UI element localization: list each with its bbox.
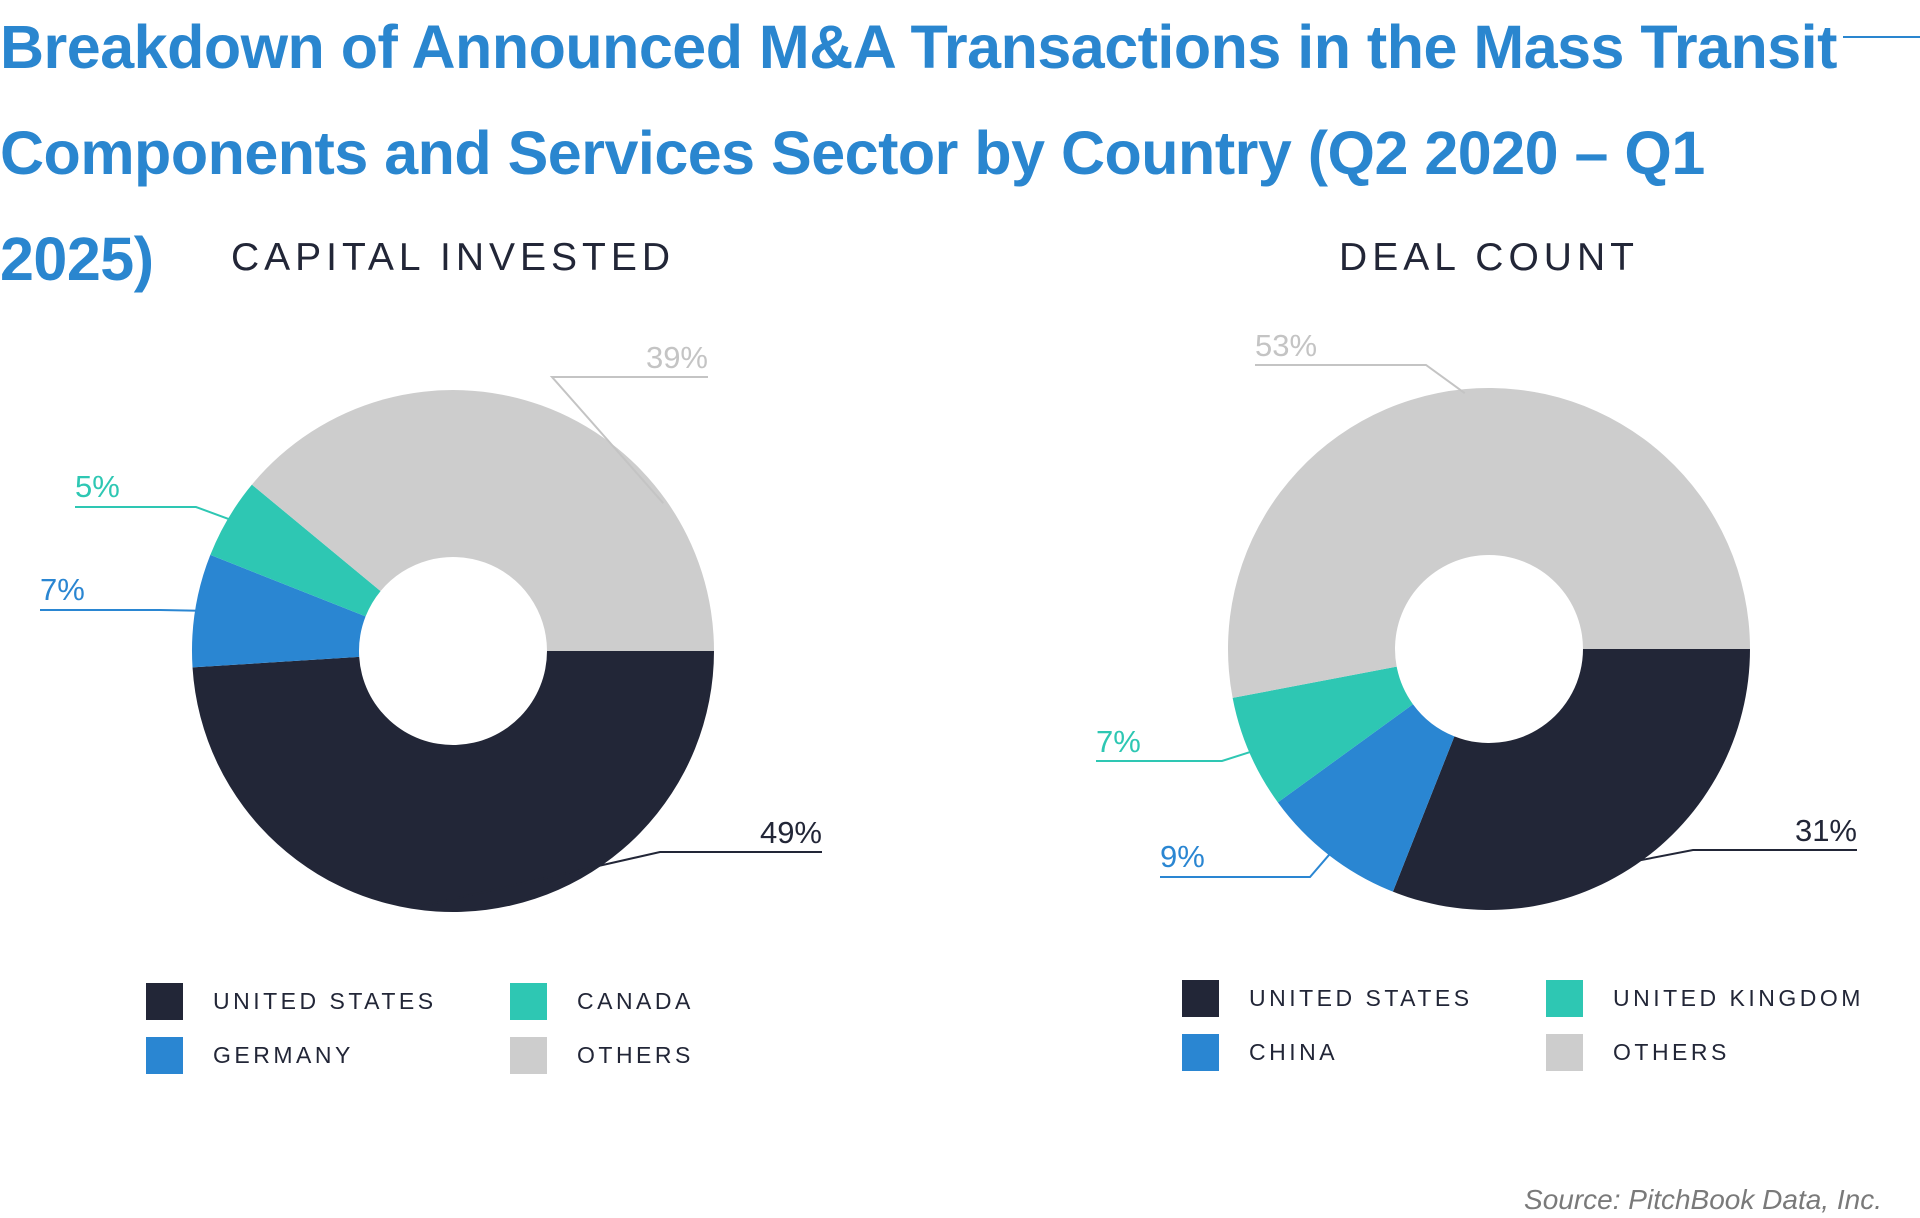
donut-chart-capital-invested: CAPITAL INVESTED 49% 7% 5% 39% [40,236,822,912]
donut-chart-deal-count: DEAL COUNT 31% 9% 7% 53% [1096,236,1857,911]
legend-label: OTHERS [577,1042,694,1068]
chart-title: DEAL COUNT [1339,236,1639,279]
legend-swatch [510,1037,547,1074]
legend-label: UNITED STATES [213,988,437,1014]
leader-line-united-states [421,851,822,908]
legend-swatch [510,983,547,1020]
chart-title: CAPITAL INVESTED [231,236,675,279]
data-label-others: 39% [646,340,708,375]
data-label-united-states: 31% [1795,813,1857,848]
legend-swatch [1546,1034,1583,1071]
leader-line-united-states [1633,849,1857,863]
slice-germany [191,554,366,668]
slice-china [1277,704,1455,892]
data-label-united-kingdom: 7% [1096,724,1141,759]
legend-swatch [1182,1034,1219,1071]
data-label-united-states: 49% [760,815,822,850]
legend-swatch [1546,980,1583,1017]
legend-item-others: OTHERS [1546,1034,1730,1071]
legend-item-germany: GERMANY [146,1037,354,1074]
leader-line-others [549,376,708,504]
legend-swatch [146,1037,183,1074]
data-label-others: 53% [1255,328,1317,363]
page-title: Breakdown of Announced M&A Transactions … [0,13,1837,293]
legend-item-united-states: UNITED STATES [1182,980,1473,1017]
legend-item-united-kingdom: UNITED KINGDOM [1546,980,1864,1017]
legend-label: GERMANY [213,1042,354,1068]
legend-label: UNITED KINGDOM [1613,985,1864,1011]
source-note: Source: PitchBook Data, Inc. [1524,1184,1882,1215]
leader-line-united-kingdom [1096,750,1254,762]
legend-swatch [146,983,183,1020]
slice-others [1228,388,1750,698]
data-label-germany: 7% [40,572,85,607]
leader-line-germany [40,609,200,612]
leader-line-others [1255,364,1466,394]
legend-item-china: CHINA [1182,1034,1338,1071]
slice-united-kingdom [1232,666,1413,803]
data-label-canada: 5% [75,469,120,504]
legend-swatch [1182,980,1219,1017]
leader-line-canada [75,506,233,522]
data-label-china: 9% [1160,839,1205,874]
slice-others [251,390,714,651]
legend-item-united-states: UNITED STATES [146,983,437,1020]
slice-united-states [1392,649,1751,911]
leader-line-china [1160,851,1333,878]
slice-canada [210,484,381,617]
slice-united-states [192,651,715,912]
legend-item-others: OTHERS [510,1037,694,1074]
legend-label: UNITED STATES [1249,985,1473,1011]
title-rule [1843,36,1920,38]
legend-item-canada: CANADA [510,983,694,1020]
legend-label: CANADA [577,988,694,1014]
legend-label: CHINA [1249,1039,1339,1065]
legend-label: OTHERS [1613,1039,1730,1065]
